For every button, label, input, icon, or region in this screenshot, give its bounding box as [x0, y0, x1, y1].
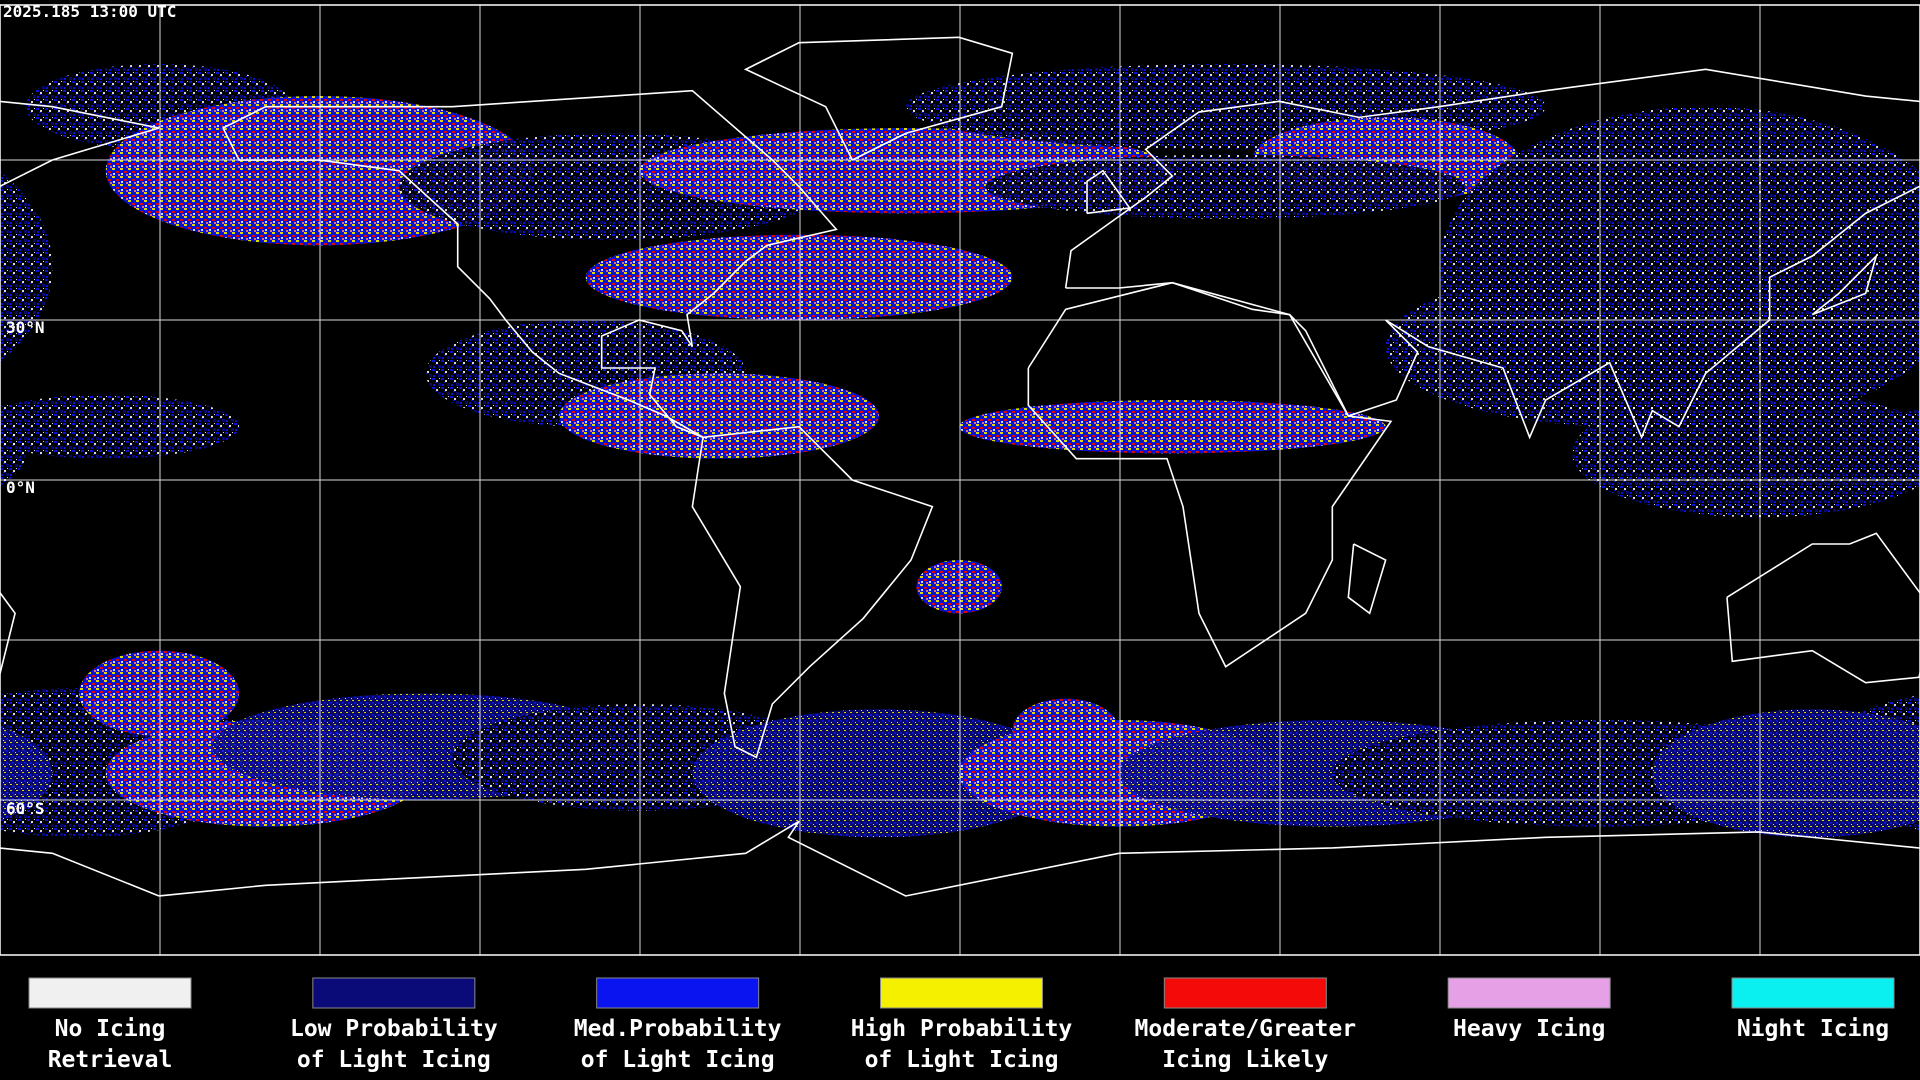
icing-patch	[585, 234, 1013, 321]
legend: No Icing Retrieval Low Probability of Light…	[28, 977, 1895, 1073]
legend-label: Low Probability	[290, 1016, 498, 1042]
coastline	[691, 425, 934, 759]
coastline	[743, 36, 1014, 161]
legend-label: Heavy Icing	[1453, 1016, 1605, 1042]
legend-label: No Icing	[55, 1016, 166, 1042]
coastline	[1347, 543, 1387, 615]
coastline	[1726, 532, 1920, 684]
legend-label: Retrieval	[48, 1047, 173, 1073]
legend-label: Med.Probability	[574, 1016, 782, 1042]
icing-patch	[1652, 709, 1920, 838]
latitude-label: 0°N	[6, 478, 35, 497]
legend-swatch	[312, 977, 476, 1009]
coastline	[1811, 253, 1878, 316]
icing-patch	[79, 650, 240, 736]
icing-patch	[0, 394, 240, 459]
legend-swatch	[596, 977, 760, 1009]
map-frame	[0, 4, 1920, 956]
icing-patch	[1385, 266, 1866, 427]
icing-patch	[1012, 698, 1119, 763]
latitude-labels: 30°N 0°N 60°S	[6, 318, 45, 818]
latitude-label: 60°S	[6, 799, 45, 818]
legend-swatch	[1731, 977, 1895, 1009]
legend-swatch	[1447, 977, 1611, 1009]
coastline	[0, 591, 16, 677]
coastline	[158, 820, 1920, 897]
icing-patch	[559, 373, 880, 459]
icing-patch	[692, 709, 1066, 838]
graticule	[0, 5, 1920, 955]
legend-swatch	[1163, 977, 1327, 1009]
icing-patch	[0, 171, 53, 362]
icing-patch	[959, 400, 1386, 454]
legend-label: Moderate/Greater	[1135, 1016, 1357, 1042]
icing-patch	[1572, 389, 1920, 518]
coastline	[1027, 281, 1393, 668]
legend-swatch	[28, 977, 192, 1009]
icing-patch	[985, 154, 1466, 219]
timestamp: 2025.185 13:00 UTC	[3, 2, 176, 21]
icing-patch	[916, 559, 1002, 614]
legend-swatch	[880, 977, 1043, 1009]
legend-label: High Probability	[851, 1016, 1073, 1042]
legend-label: of Light Icing	[581, 1047, 775, 1073]
legend-label: Night Icing	[1737, 1016, 1889, 1042]
coastline	[222, 89, 838, 439]
icing-patch	[1892, 407, 1920, 447]
latitude-label: 30°N	[6, 318, 45, 337]
legend-label: of Light Icing	[297, 1047, 491, 1073]
coastline	[1086, 169, 1132, 215]
legend-label: of Light Icing	[865, 1047, 1059, 1073]
legend-label: Icing Likely	[1162, 1047, 1328, 1073]
icing-patch	[0, 725, 53, 821]
